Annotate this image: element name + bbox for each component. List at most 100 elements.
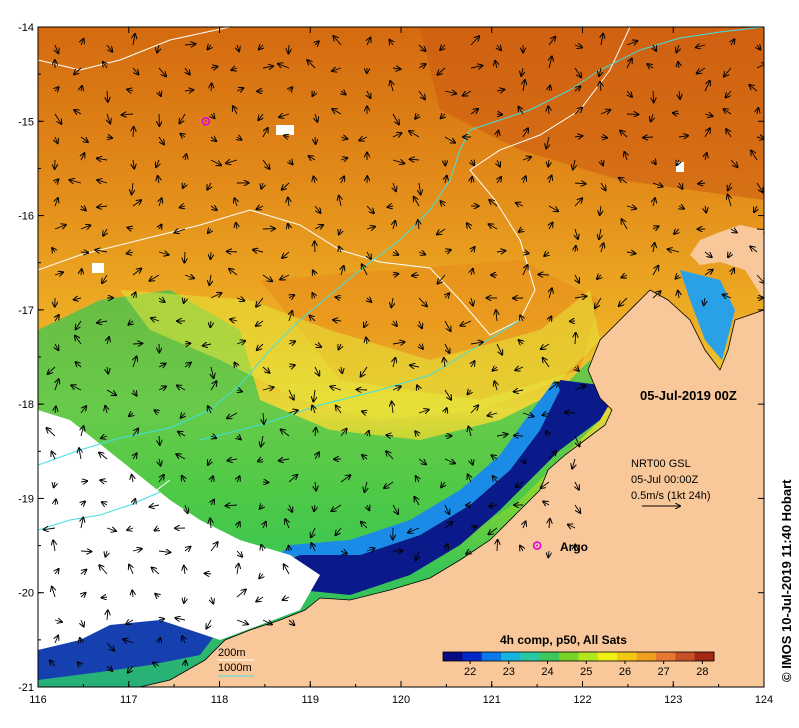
current-vector <box>153 663 160 666</box>
current-vector <box>208 45 211 49</box>
colorbar-swatch <box>655 652 676 661</box>
current-vector <box>185 661 186 667</box>
current-vector <box>211 476 213 483</box>
current-vector <box>80 551 91 552</box>
colorbar-tick-label: 24 <box>541 666 553 678</box>
current-vector <box>123 639 134 643</box>
current-vector <box>652 183 663 187</box>
current-vector <box>184 275 194 278</box>
current-vector <box>538 274 550 275</box>
current-vector <box>236 590 246 598</box>
current-vector <box>179 113 186 123</box>
current-vector <box>704 81 710 92</box>
current-vector <box>549 86 550 91</box>
current-vector <box>184 298 185 303</box>
current-vector <box>185 504 188 513</box>
colorbar-swatch <box>597 652 618 661</box>
current-vector <box>97 206 108 207</box>
current-vector <box>676 275 679 279</box>
current-vector <box>209 274 211 285</box>
current-vector <box>522 157 531 160</box>
current-vector <box>678 136 688 137</box>
current-vector <box>414 497 419 506</box>
current-vector <box>652 291 661 299</box>
current-vector <box>698 183 706 184</box>
current-vector <box>333 320 342 321</box>
x-tick-label: 124 <box>755 694 773 706</box>
current-vector <box>81 206 86 210</box>
current-vector <box>158 176 159 184</box>
current-vector <box>575 86 580 91</box>
current-vector <box>315 366 319 376</box>
current-vector <box>237 522 240 529</box>
current-vector <box>128 321 133 325</box>
current-vector <box>493 367 497 371</box>
current-vector <box>80 136 88 142</box>
current-vector <box>601 160 603 165</box>
current-vector <box>210 293 221 299</box>
current-vector <box>546 431 549 436</box>
current-vector <box>178 432 186 436</box>
current-vector <box>522 252 529 253</box>
current-vector <box>180 206 185 207</box>
current-vector <box>575 246 576 253</box>
current-vector <box>55 343 58 350</box>
current-vector <box>81 593 86 597</box>
current-vector <box>549 223 553 230</box>
colorbar-swatch <box>481 652 502 661</box>
current-vector <box>312 293 315 298</box>
current-vector <box>127 252 134 254</box>
colorbar-swatch <box>539 652 560 661</box>
current-vector <box>261 545 263 552</box>
current-vector <box>50 660 55 667</box>
current-vector <box>496 343 502 355</box>
current-vector <box>757 108 758 115</box>
colorbar-tick-label: 26 <box>619 666 631 678</box>
current-vector <box>282 251 290 258</box>
current-vector <box>237 436 241 439</box>
current-vector <box>627 90 632 97</box>
current-vector <box>313 270 315 275</box>
current-vector <box>237 564 239 575</box>
current-vector <box>388 206 394 207</box>
current-vector <box>728 195 731 207</box>
current-vector <box>106 389 116 395</box>
current-vector <box>312 91 315 96</box>
current-vector <box>731 39 734 46</box>
colorbar-swatch <box>501 652 521 661</box>
current-vector <box>621 219 628 230</box>
current-vector <box>315 41 319 45</box>
current-vector <box>626 59 632 69</box>
current-vector <box>184 90 193 91</box>
current-vector <box>288 198 289 207</box>
current-vector <box>341 266 344 276</box>
current-vector <box>392 504 398 514</box>
current-vector <box>129 413 133 416</box>
current-vector <box>237 550 242 557</box>
current-vector <box>466 551 471 554</box>
current-vector <box>132 67 138 74</box>
current-vector <box>470 405 478 414</box>
current-vector <box>471 247 475 252</box>
current-vector <box>653 90 654 102</box>
current-vector <box>211 84 212 92</box>
current-vector <box>180 134 185 137</box>
current-vector <box>210 67 217 68</box>
current-vector <box>132 200 141 207</box>
current-vector <box>95 250 108 252</box>
current-vector <box>541 481 550 488</box>
current-vector <box>340 475 350 483</box>
current-vector <box>704 251 712 257</box>
current-vector <box>229 269 238 276</box>
current-vector <box>676 44 679 52</box>
current-vector <box>81 501 85 505</box>
current-vector <box>132 590 133 598</box>
current-vector <box>750 246 758 253</box>
credit-text: © IMOS 10-Jul-2019 11:40 Hobart <box>779 479 794 682</box>
current-vector <box>726 90 732 97</box>
current-vector <box>262 366 270 373</box>
current-vector <box>619 178 628 184</box>
current-vector <box>55 499 56 506</box>
current-vector <box>262 620 272 624</box>
current-vector <box>132 429 138 437</box>
